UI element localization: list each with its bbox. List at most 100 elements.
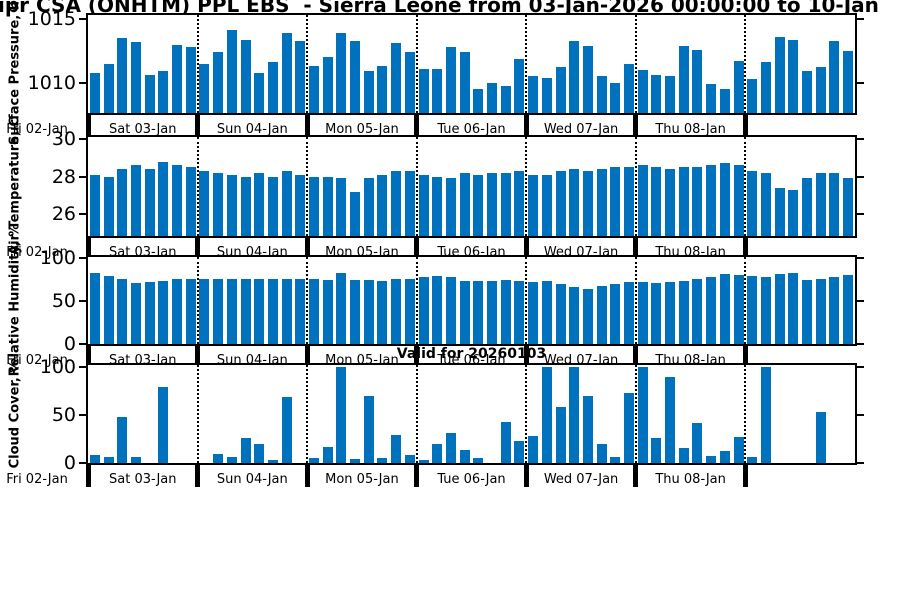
day-separator-line [634, 365, 637, 463]
bar [514, 170, 525, 236]
day-tick [742, 344, 748, 368]
figure-title: ipr CSA (ONHTM) PPL EBS - Sierra Leone f… [0, 0, 879, 17]
day-label: Thu 08-Jan [655, 122, 726, 137]
bar [172, 44, 183, 113]
day-label: Sat 03-Jan [109, 472, 177, 487]
bar [432, 68, 443, 113]
bar [158, 387, 169, 463]
bar [213, 279, 224, 344]
day-label: Sat 03-Jan [109, 122, 177, 137]
bar [843, 51, 854, 113]
bar [665, 169, 676, 236]
y-tick [79, 213, 86, 216]
bar [774, 274, 785, 344]
bar [760, 276, 771, 344]
bar [788, 39, 799, 113]
bar [692, 49, 703, 113]
bar [295, 174, 306, 236]
bar [226, 278, 237, 344]
bar [802, 178, 813, 236]
y-tick [79, 299, 86, 302]
bar [117, 416, 128, 463]
bar [624, 281, 634, 344]
bar [158, 71, 169, 113]
bar [432, 176, 443, 236]
day-label: Tue 06-Jan [437, 472, 506, 487]
bar [843, 178, 854, 236]
bar [377, 281, 388, 344]
bar [815, 67, 826, 113]
bar [678, 45, 689, 113]
day-separator-line [415, 365, 418, 463]
y-tick-right [857, 413, 864, 416]
bar [226, 174, 237, 236]
prev-day-label: Fri 02-Jan [6, 122, 68, 137]
bar [528, 76, 539, 113]
bar [760, 366, 771, 463]
bar [719, 88, 730, 113]
day-tick [195, 236, 201, 260]
bar [144, 281, 155, 344]
y-tick [79, 81, 86, 84]
bar [528, 281, 539, 344]
bar [103, 63, 114, 113]
bar [624, 63, 634, 113]
bar [555, 170, 566, 236]
bar [213, 454, 224, 463]
bar [336, 178, 347, 236]
bar [665, 376, 676, 463]
day-separator-line [525, 365, 528, 463]
bar [541, 366, 552, 463]
bar [199, 63, 210, 113]
bar [815, 172, 826, 236]
y-tick [79, 413, 86, 416]
day-label: Wed 07-Jan [543, 122, 619, 137]
bar [281, 279, 292, 344]
bar [322, 57, 333, 113]
day-separator-line [196, 257, 199, 344]
day-tick [742, 113, 748, 137]
bar [445, 276, 456, 344]
day-separator-line [525, 137, 528, 236]
bar [445, 433, 456, 463]
bar [733, 437, 744, 463]
bar [404, 170, 415, 236]
bar [185, 278, 196, 344]
bar [130, 42, 141, 113]
bar [445, 178, 456, 236]
day-tick [85, 236, 91, 260]
bar [281, 170, 292, 236]
bar [582, 45, 593, 113]
bar [295, 40, 306, 113]
bar [240, 176, 251, 236]
bar [624, 167, 634, 236]
y-tick-label: 26 [51, 203, 76, 226]
y-tick-right [857, 18, 864, 21]
bar [637, 281, 648, 344]
cloud-cover-plot: 0 50 100 Sat 03-Jan Sun 04-Jan Mon 05-Jan Tue … [6, 356, 864, 487]
bar [500, 86, 511, 113]
bar [610, 167, 621, 236]
bar [514, 58, 525, 113]
bar [213, 52, 224, 113]
bar [432, 275, 443, 344]
bar [445, 47, 456, 113]
bar [144, 75, 155, 113]
day-tick [85, 463, 91, 487]
bar [322, 446, 333, 463]
bar [226, 29, 237, 113]
y-tick-label: 0 [63, 333, 76, 355]
bar [432, 443, 443, 463]
bar [487, 281, 498, 344]
y-tick-label: 50 [51, 403, 76, 426]
y-tick [79, 256, 86, 259]
bar [89, 273, 100, 344]
bar [719, 163, 730, 236]
bar [308, 278, 319, 344]
y-tick-right [857, 256, 864, 259]
bar [500, 280, 511, 344]
bar [350, 280, 361, 344]
bar [267, 176, 278, 236]
day-separator-line [525, 15, 528, 113]
